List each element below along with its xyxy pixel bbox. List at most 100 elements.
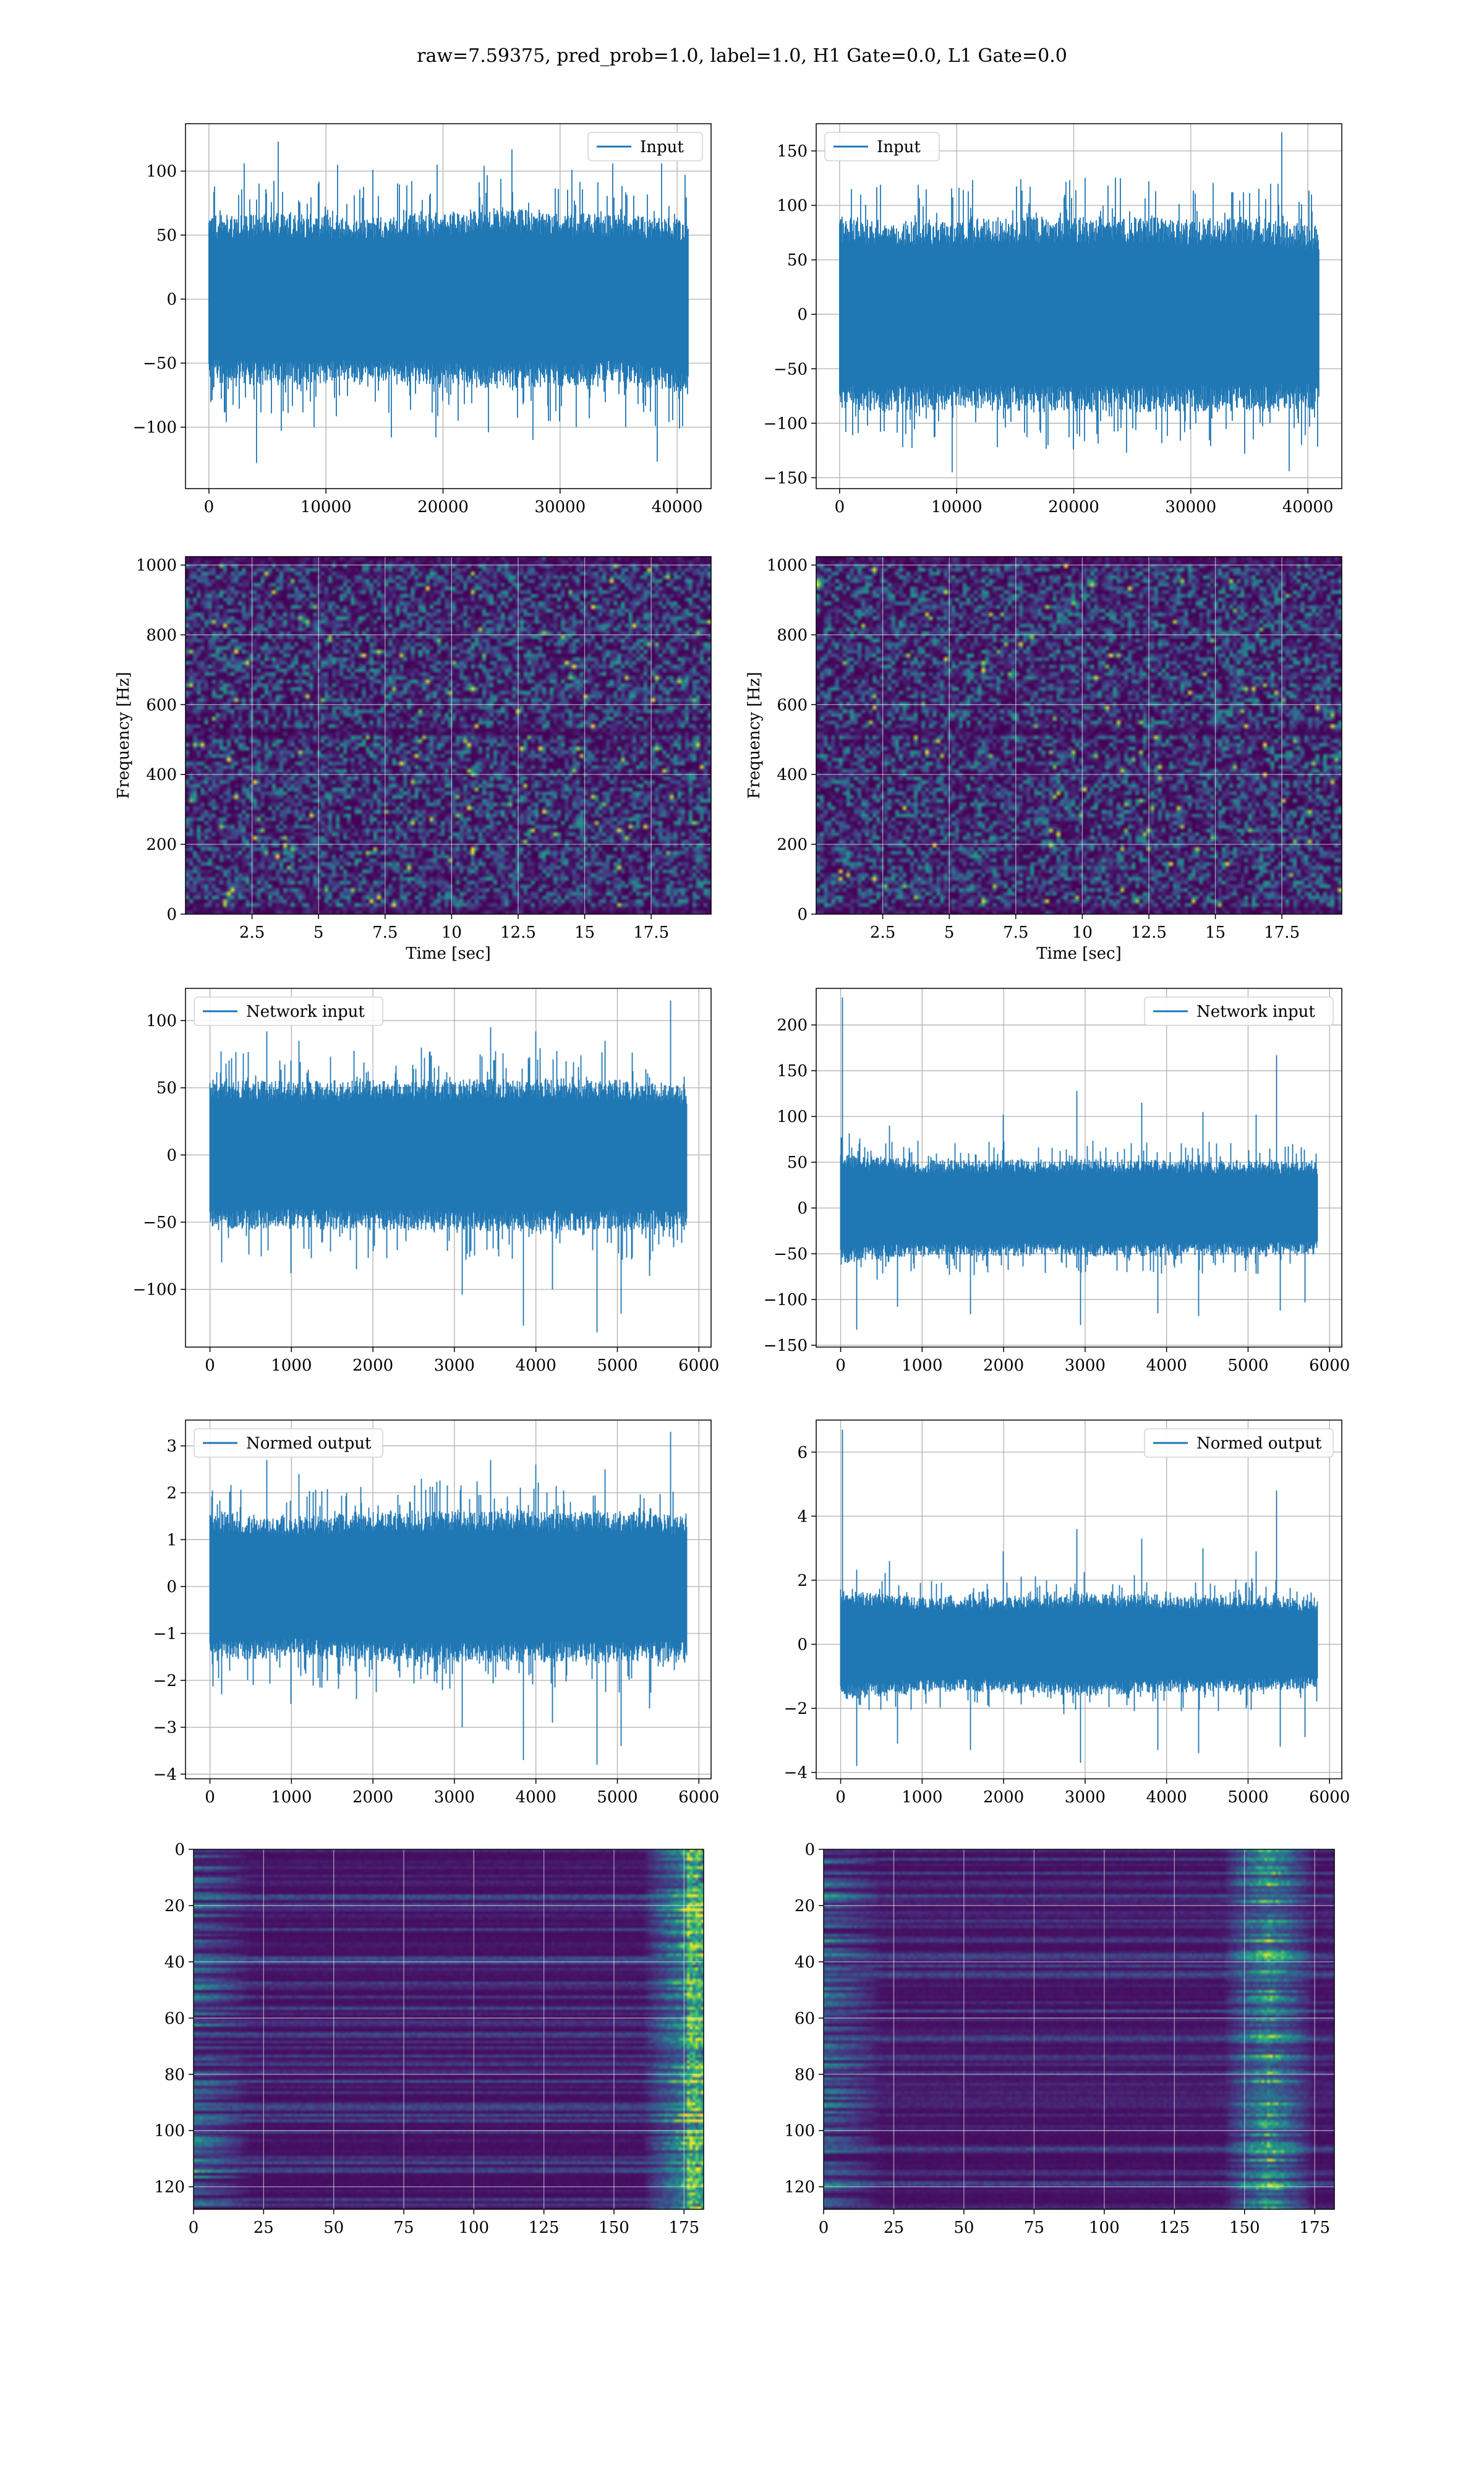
x-tick-label: 5 — [944, 923, 955, 942]
y-tick-label: 0 — [174, 1841, 185, 1859]
y-tick-label: 0 — [166, 1578, 177, 1596]
heatmap-image — [186, 557, 711, 914]
series-line — [840, 1429, 1318, 1766]
x-tick-label: 6000 — [678, 1788, 719, 1807]
x-tick-label: 150 — [1229, 2219, 1260, 2237]
x-tick-label: 4000 — [516, 1356, 556, 1375]
tick-labels: 0 1000 2000 3000 4000 5000 6000 −4 −2 0 2 4 6 — [784, 1444, 1350, 1807]
y-tick-label: −50 — [774, 1245, 808, 1264]
x-tick-label: 75 — [393, 2219, 414, 2237]
x-tick-label: 40000 — [652, 498, 703, 516]
tick-labels: 2.5 5 7.5 10 12.5 15 17.5 0 200 400 600 800 1000 — [136, 557, 669, 942]
series-line — [839, 132, 1320, 473]
x-tick-label: 100 — [1089, 2219, 1120, 2237]
y-tick-label: 50 — [787, 1154, 808, 1172]
y-tick-label: 0 — [797, 905, 808, 924]
y-tick-label: −3 — [153, 1719, 177, 1737]
y-tick-label: 120 — [154, 2178, 185, 2197]
x-tick-label: 17.5 — [1264, 923, 1300, 942]
x-tick-label: 30000 — [534, 498, 586, 516]
y-tick-label: −50 — [774, 360, 808, 379]
x-tick-label: 5000 — [597, 1788, 638, 1807]
y-tick-label: −50 — [143, 354, 177, 373]
x-tick-label: 7.5 — [372, 923, 398, 942]
x-tick-label: 3000 — [434, 1356, 475, 1375]
x-tick-label: 20000 — [417, 498, 469, 516]
tick-labels: 0 10000 20000 30000 40000 −150 −100 −50 0 50 100 15… — [764, 142, 1334, 516]
subplot-h1-spectrogram: 2.5 5 7.5 10 12.5 15 17.5 0 200 400 600 800 1000 Time… — [114, 556, 712, 963]
y-tick-label: 100 — [777, 1108, 808, 1126]
y-tick-label: −2 — [784, 1700, 808, 1718]
x-tick-label: 20000 — [1048, 498, 1099, 516]
y-tick-label: 20 — [164, 1897, 185, 1915]
legend: Normed output — [194, 1428, 383, 1458]
x-tick-label: 0 — [205, 1356, 215, 1375]
x-tick-label: 5 — [313, 923, 324, 942]
series-line — [208, 142, 689, 463]
x-tick-label: 10000 — [931, 498, 983, 516]
legend-box — [587, 132, 703, 161]
heatmap-image — [194, 1849, 704, 2209]
x-tick-label: 175 — [1299, 2219, 1330, 2237]
x-tick-label: 0 — [835, 1788, 846, 1807]
y-tick-label: 100 — [146, 1012, 177, 1030]
axes-frame — [185, 988, 712, 1348]
tick-labels: 0 25 50 75 100 125 150 175 0 20 40 60 80 100 120 — [784, 1841, 1330, 2237]
x-tick-label: 5000 — [1227, 1788, 1268, 1807]
axes-frame — [816, 123, 1342, 489]
x-tick-label: 10 — [441, 923, 462, 942]
y-tick-label: 3 — [166, 1437, 177, 1456]
y-tick-label: 100 — [777, 197, 808, 215]
x-tick-label: 75 — [1024, 2219, 1044, 2237]
y-tick-label: 150 — [777, 142, 808, 161]
y-tick-label: 80 — [795, 2066, 815, 2084]
legend-label: Network input — [246, 1003, 365, 1021]
y-axis-label: Frequency [Hz] — [745, 672, 764, 799]
x-tick-label: 150 — [599, 2219, 629, 2237]
x-tick-label: 6000 — [1309, 1788, 1350, 1807]
legend: Network input — [194, 996, 383, 1026]
y-tick-label: 4 — [797, 1507, 808, 1526]
x-tick-label: 30000 — [1165, 498, 1216, 516]
tick-labels: 0 25 50 75 100 125 150 175 0 20 40 60 80 100 120 — [154, 1841, 699, 2237]
y-tick-label: 80 — [164, 2066, 185, 2084]
legend: Network input — [1144, 996, 1334, 1026]
y-tick-label: 0 — [166, 1146, 177, 1165]
y-tick-label: −4 — [153, 1765, 177, 1784]
y-tick-label: 0 — [797, 1199, 808, 1218]
y-tick-label: 100 — [146, 163, 177, 181]
subplot-h1-input: 0 10000 20000 30000 40000 −100 −50 0 50 100 Input — [133, 123, 712, 516]
x-axis-label: Time [sec] — [406, 944, 491, 963]
x-tick-label: 1000 — [271, 1356, 312, 1375]
legend-label: Network input — [1196, 1003, 1315, 1021]
x-tick-label: 0 — [819, 2219, 829, 2237]
x-tick-label: 125 — [1159, 2219, 1190, 2237]
series-line — [840, 997, 1318, 1330]
x-tick-label: 4000 — [1146, 1788, 1187, 1807]
x-tick-label: 15 — [1205, 923, 1226, 942]
x-tick-label: 1000 — [271, 1788, 312, 1807]
legend-label: Normed output — [1196, 1434, 1322, 1453]
x-tick-label: 0 — [189, 2219, 199, 2237]
x-tick-label: 0 — [204, 498, 215, 516]
x-tick-label: 2000 — [983, 1788, 1024, 1807]
y-tick-label: 0 — [804, 1841, 815, 1859]
y-tick-label: 40 — [795, 1953, 815, 1972]
x-tick-label: 25 — [254, 2219, 274, 2237]
axes-frame — [185, 1419, 712, 1779]
tick-labels: 0 1000 2000 3000 4000 5000 6000 −100 −50 0 50 100 — [133, 1012, 720, 1375]
x-tick-label: 1000 — [902, 1788, 942, 1807]
tick-labels: 0 10000 20000 30000 40000 −100 −50 0 50 100 — [133, 163, 703, 516]
legend: Normed output — [1144, 1428, 1334, 1458]
x-tick-label: 7.5 — [1003, 923, 1028, 942]
x-tick-label: 4000 — [516, 1788, 556, 1807]
y-tick-label: 6 — [797, 1444, 808, 1462]
x-tick-label: 100 — [458, 2219, 489, 2237]
y-tick-label: 100 — [154, 2122, 185, 2141]
y-axis-label: Frequency [Hz] — [114, 672, 133, 799]
subplot-l1-network-output-map: 0 25 50 75 100 125 150 175 0 20 40 60 80 100 120 — [784, 1841, 1335, 2237]
y-tick-label: 400 — [146, 766, 177, 784]
y-tick-label: 100 — [784, 2122, 815, 2141]
y-tick-label: −2 — [153, 1672, 177, 1690]
